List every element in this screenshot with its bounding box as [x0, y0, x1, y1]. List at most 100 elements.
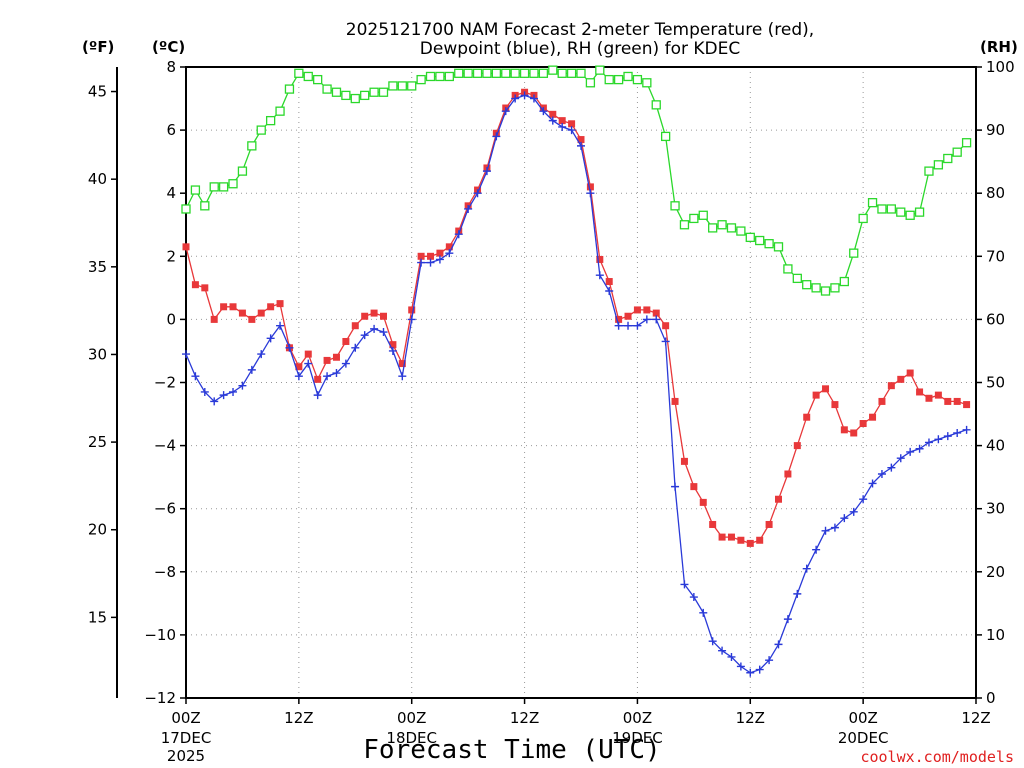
temperature-point [718, 533, 726, 541]
rh-point [849, 248, 859, 258]
dewpoint-point [746, 668, 755, 677]
fahrenheit-tick-label: 40 [88, 170, 107, 188]
rh-point [538, 68, 549, 78]
dewpoint-point [229, 387, 238, 396]
temperature-point [840, 426, 848, 434]
credit-link[interactable]: coolwx.com/models [860, 748, 1014, 766]
temperature-point [869, 413, 877, 421]
temperature-point [934, 391, 942, 399]
rh-point [839, 276, 849, 287]
temperature-point [577, 136, 585, 144]
dewpoint-point [454, 230, 463, 239]
dewpoint-point [529, 94, 538, 103]
dewpoint-point [492, 132, 501, 141]
rh-point [745, 232, 755, 243]
rh-point [585, 78, 596, 88]
temperature-point [671, 397, 679, 405]
temperature-point [944, 397, 952, 405]
rh-tick-label: 80 [986, 184, 1005, 202]
rh-point [331, 87, 342, 97]
rh-point [642, 78, 652, 88]
rh-point [435, 71, 445, 82]
dewpoint-point [219, 391, 228, 400]
axes [111, 66, 982, 704]
temperature-point [699, 498, 707, 506]
fahrenheit-tick-label: 45 [88, 83, 107, 101]
dewpoint-point [727, 652, 736, 661]
dewpoint-point [783, 615, 792, 624]
temperature-point [662, 322, 670, 330]
temperature-point [445, 243, 453, 251]
temperature-point [963, 401, 971, 409]
rh-point [510, 68, 520, 78]
rh-tick-label: 20 [986, 563, 1005, 581]
temperature-point [304, 350, 312, 358]
dewpoint-point [896, 454, 905, 463]
rh-series [181, 65, 972, 296]
rh-point [228, 179, 238, 189]
unit-fahrenheit: (ºF) [82, 38, 114, 56]
rh-point [247, 141, 257, 151]
rh-point [256, 125, 266, 135]
rh-tick-label: 100 [986, 58, 1015, 76]
dewpoint-point [821, 526, 830, 535]
celsius-tick-label: 4 [166, 184, 176, 202]
temperature-point [878, 397, 886, 405]
temperature-point [276, 300, 284, 308]
dewpoint-point [191, 372, 200, 381]
temperature-point [568, 120, 576, 128]
temperature-point [191, 281, 199, 289]
dewpoint-point [689, 593, 698, 602]
dewpoint-point [962, 425, 971, 434]
dewpoint-point [624, 321, 633, 330]
rh-point [698, 210, 708, 220]
dewpoint-point [426, 258, 435, 267]
temperature-point [332, 353, 340, 361]
rh-point [933, 160, 944, 170]
dewpoint-point [285, 343, 294, 352]
rh-point [726, 223, 737, 233]
rh-point [360, 90, 370, 101]
dewpoint-point [464, 204, 473, 213]
dewpoint-point [614, 321, 623, 330]
rh-point [209, 182, 219, 192]
dewpoint-point [501, 107, 510, 116]
dewpoint-point [482, 167, 491, 176]
temperature-point [916, 388, 924, 396]
temperature-point [210, 315, 218, 323]
dewpoint-point [868, 479, 877, 488]
temperature-point [784, 470, 792, 478]
x-tick-year-label: 2025 [167, 747, 205, 765]
rh-point [961, 138, 972, 148]
dewpoint-point [849, 507, 858, 516]
dewpoint-point [924, 438, 933, 447]
dewpoint-point [859, 495, 868, 504]
dewpoint-point [398, 372, 407, 381]
unit-celsius: (ºC) [152, 38, 185, 56]
rh-point [820, 286, 831, 296]
dewpoint-point [661, 337, 670, 346]
rh-point [952, 147, 962, 157]
chart-title-line1: 2025121700 NAM Forecast 2-meter Temperat… [346, 20, 814, 40]
temperature-point [605, 278, 613, 286]
rh-point [397, 81, 407, 91]
dewpoint-point [182, 350, 190, 359]
x-tick-date-label: 17DEC [161, 729, 212, 747]
rh-point [501, 68, 511, 78]
rh-point [463, 68, 473, 78]
rh-point [632, 74, 643, 85]
temperature-point [737, 536, 745, 544]
temperature-point [633, 306, 641, 314]
dewpoint-point [877, 469, 886, 478]
temperature-point [201, 284, 209, 292]
dewpoint-point [595, 271, 604, 280]
dewpoint-point [736, 662, 745, 671]
temperature-point [295, 363, 303, 371]
dewpoint-point [417, 258, 426, 267]
temperature-point [765, 520, 773, 528]
rh-point [378, 87, 389, 97]
rh-point [313, 74, 323, 85]
x-axis-label: Forecast Time (UTC) [363, 735, 660, 765]
temperature-point [380, 312, 387, 320]
rh-point [350, 93, 360, 104]
